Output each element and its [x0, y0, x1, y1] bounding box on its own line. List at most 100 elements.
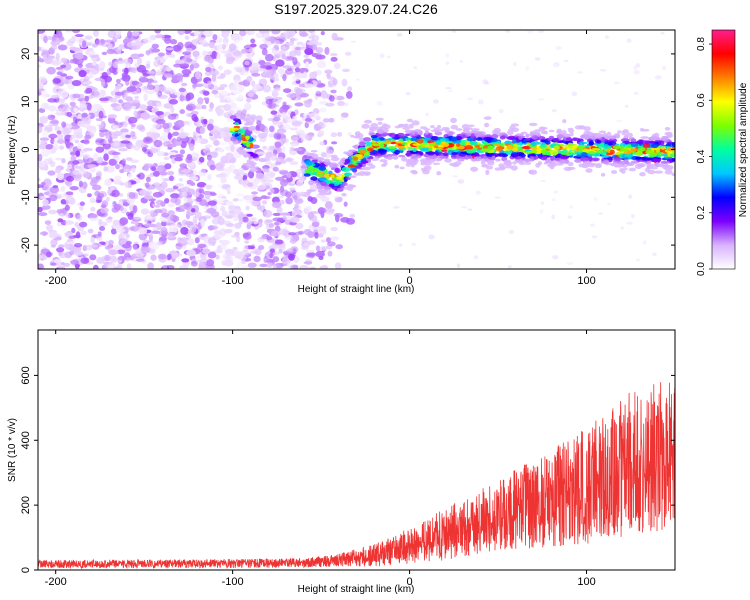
spectrogram-ridge-cell [411, 120, 420, 126]
spectrogram-noise-cell [114, 91, 125, 96]
spectrogram-noise-cell [540, 201, 544, 205]
spectrogram-noise-cell [168, 224, 178, 233]
spectrogram-noise-cell [56, 130, 62, 135]
spectrogram-noise-cell [39, 137, 50, 141]
spectrogram-noise-cell [79, 164, 85, 172]
spectrogram-ridge-cell [496, 153, 505, 157]
spectrogram-noise-cell [125, 79, 130, 86]
spectrogram-noise-cell [200, 119, 206, 124]
spectrogram-ridge-cell [363, 137, 372, 142]
spectrogram-noise-cell [139, 126, 146, 132]
spectrogram-noise-cell [190, 208, 196, 213]
spectrogram-noise-cell [48, 133, 58, 139]
spectrogram-noise-cell [71, 227, 76, 234]
spectrogram-noise-cell [128, 192, 136, 199]
spectrogram-ridge-cell [525, 133, 530, 138]
spectrogram-noise-cell [283, 230, 292, 238]
spectrogram-noise-cell [97, 218, 103, 225]
spectrogram-noise-cell [101, 71, 109, 79]
spectrogram-noise-cell [598, 212, 604, 215]
spectrogram-noise-cell [103, 39, 114, 43]
spectrogram-noise-cell [274, 92, 280, 96]
spectrogram-noise-cell [265, 65, 272, 71]
spectrogram-noise-cell [269, 252, 274, 259]
spectrogram-noise-cell [320, 239, 326, 243]
spectrogram-noise-cell [126, 263, 132, 269]
spectrogram-noise-cell [185, 172, 195, 177]
spectrogram-noise-cell [219, 99, 228, 103]
spectrogram-noise-cell [91, 43, 98, 48]
spectrogram-ridge-cell [361, 123, 370, 129]
spectrogram-noise-cell [239, 30, 247, 37]
spectrogram-ridge-cell [318, 190, 328, 193]
spectrogram-noise-cell [133, 110, 138, 117]
spectrogram-noise-cell [38, 263, 44, 269]
spectrogram-noise-cell [177, 30, 185, 36]
spectrogram-noise-cell [281, 46, 291, 50]
spectrogram-noise-cell [445, 53, 449, 58]
spectrogram-noise-cell [217, 86, 225, 91]
spectrogram-ridge-cell [464, 145, 474, 151]
spectrogram-noise-cell [594, 197, 598, 201]
spectrogram-noise-cell [321, 264, 329, 269]
spectrogram-noise-cell [164, 73, 173, 79]
spectrogram-noise-cell [65, 75, 74, 80]
spectrogram-noise-cell [271, 201, 282, 208]
spectrogram-noise-cell [288, 232, 296, 236]
spectrogram-noise-cell [211, 73, 217, 82]
spectrogram-ridge-cell [439, 155, 447, 159]
spectrogram-noise-cell [317, 130, 325, 137]
spectrogram-noise-cell [249, 30, 254, 35]
spectrogram-noise-cell [245, 205, 250, 211]
spectrogram-ridge-cell [580, 152, 588, 157]
spectrogram-noise-cell [216, 53, 222, 60]
spectrogram-ridge-cell [608, 141, 617, 146]
spectrogram-noise-cell [73, 107, 79, 113]
spectrogram-noise-cell [232, 246, 238, 251]
spectrogram-noise-cell [316, 60, 327, 69]
spectrogram-ridge-cell [343, 172, 353, 177]
spectrogram-noise-cell [40, 149, 50, 157]
spectrogram-noise-cell [393, 205, 400, 209]
spectrogram-noise-cell [105, 135, 110, 140]
spectrogram-noise-cell [180, 227, 189, 235]
spectrogram-noise-cell [125, 134, 132, 138]
spectrogram-noise-cell [256, 120, 262, 126]
spectrogram-noise-cell [303, 54, 309, 58]
spectrogram-ridge-cell [394, 150, 401, 155]
spectrogram-noise-cell [244, 102, 252, 111]
spectrogram-noise-cell [155, 34, 165, 39]
spectrogram-noise-cell [291, 75, 301, 82]
spectrogram-ridge-cell [334, 167, 340, 173]
spectrogram-noise-cell [327, 83, 333, 88]
spectrogram-noise-cell [100, 207, 109, 214]
spectrogram-noise-cell [328, 95, 335, 102]
spectrogram-noise-cell [176, 41, 184, 50]
spectrogram-noise-cell [307, 231, 315, 238]
spectrogram-noise-cell [399, 243, 403, 247]
spectrogram-noise-cell [467, 208, 473, 211]
spectrogram-noise-cell [318, 233, 324, 238]
spectrogram-noise-cell [179, 163, 188, 169]
spectrogram-noise-cell [119, 217, 129, 226]
spectrogram-noise-cell [279, 212, 289, 216]
spectrogram-noise-cell [75, 131, 83, 138]
spectrogram-ridge-cell [343, 186, 348, 190]
spectrogram-noise-cell [308, 71, 317, 80]
spectrogram-ridge-cell [515, 159, 525, 164]
spectrogram-noise-cell [154, 208, 163, 214]
spectrogram-noise-cell [154, 30, 161, 34]
spectrogram-ridge-cell [521, 140, 528, 143]
spectrogram-noise-cell [178, 205, 187, 210]
spectrogram-noise-cell [71, 80, 82, 87]
spectrogram-noise-cell [185, 57, 193, 63]
spectrogram-noise-cell [250, 200, 261, 206]
spectrogram-ridge-cell [528, 122, 538, 127]
spectrogram-noise-cell [324, 46, 330, 55]
spectrogram-ridge-cell [480, 160, 486, 165]
spectrogram-noise-cell [626, 38, 632, 43]
spectrogram-noise-cell [206, 185, 212, 190]
spectrogram-ridge-cell [342, 182, 348, 186]
spectrogram-ridge-cell [577, 145, 586, 149]
spectrogram-ridge-cell [647, 169, 656, 175]
